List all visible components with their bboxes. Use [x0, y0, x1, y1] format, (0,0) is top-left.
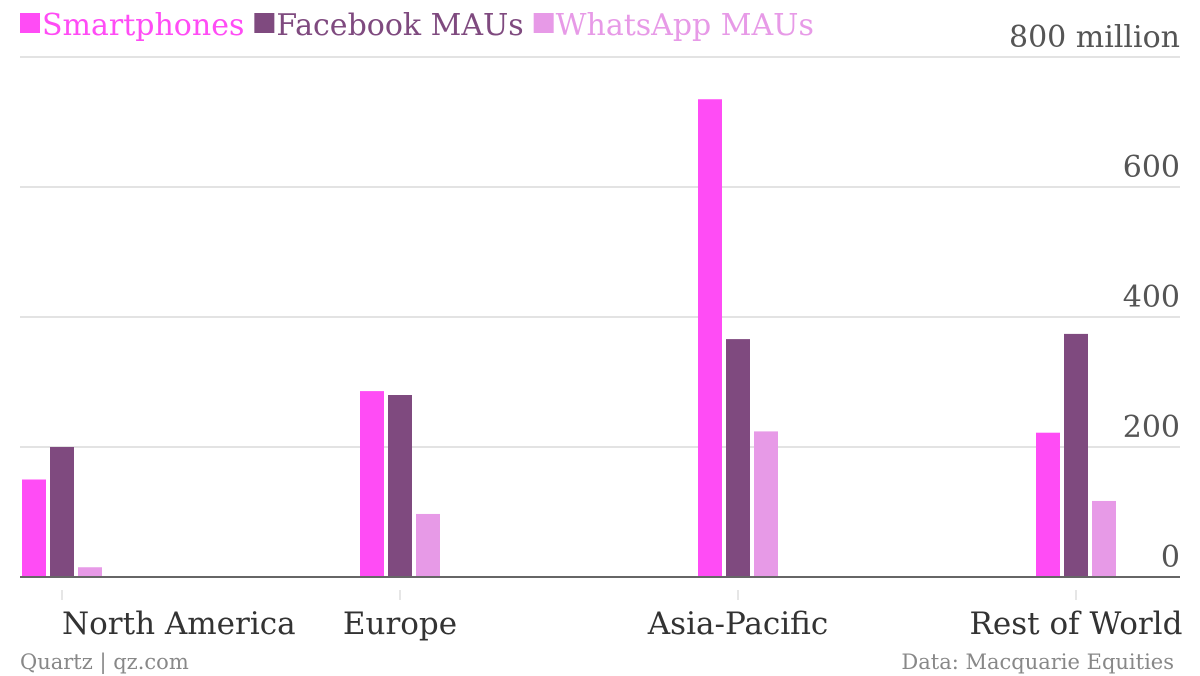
footer: Quartz | qz.com Data: Macquarie Equities [20, 650, 1174, 675]
bar-0-1 [50, 447, 74, 577]
x-axis: North America Europe Asia-Pacific Rest of W… [20, 576, 1183, 642]
source-credit: Quartz | qz.com [20, 650, 189, 675]
legend-label-1: Facebook MAUs [276, 8, 523, 43]
x-tick-label: Rest of World [970, 606, 1183, 642]
bar-3-1 [1064, 333, 1088, 577]
y-axis: 0 200 400 600 800 million [1009, 20, 1180, 575]
gridlines [20, 56, 1180, 448]
x-tick-label: North America [62, 606, 296, 642]
legend-swatch-0 [20, 13, 40, 33]
legend-swatch-2 [533, 13, 554, 33]
bar-2-1 [726, 339, 750, 577]
bar-1-2 [416, 513, 440, 577]
y-tick-label: 800 million [1009, 20, 1180, 55]
bar-2-2 [754, 431, 778, 577]
y-tick-label: 200 [1123, 410, 1180, 445]
legend-label-2: WhatsApp MAUs [556, 8, 814, 43]
y-tick-label: 400 [1123, 280, 1180, 315]
legend-swatch-1 [254, 13, 275, 33]
x-tick-label: Asia-Pacific [647, 606, 828, 642]
x-tick-label: Europe [343, 606, 457, 642]
data-source: Data: Macquarie Equities [901, 650, 1174, 674]
bar-1-0 [360, 391, 384, 577]
bar-0-2 [78, 567, 102, 577]
bar-3-2 [1092, 500, 1116, 577]
bar-0-0 [22, 479, 46, 577]
legend: Smartphones Facebook MAUs WhatsApp MAUs [20, 8, 814, 43]
bar-3-0 [1036, 432, 1060, 577]
y-tick-label: 0 [1161, 540, 1180, 575]
bars [22, 99, 1116, 577]
bar-2-0 [698, 99, 722, 577]
legend-label-0: Smartphones [42, 8, 244, 43]
bar-1-1 [388, 395, 412, 577]
y-tick-label: 600 [1123, 150, 1180, 185]
